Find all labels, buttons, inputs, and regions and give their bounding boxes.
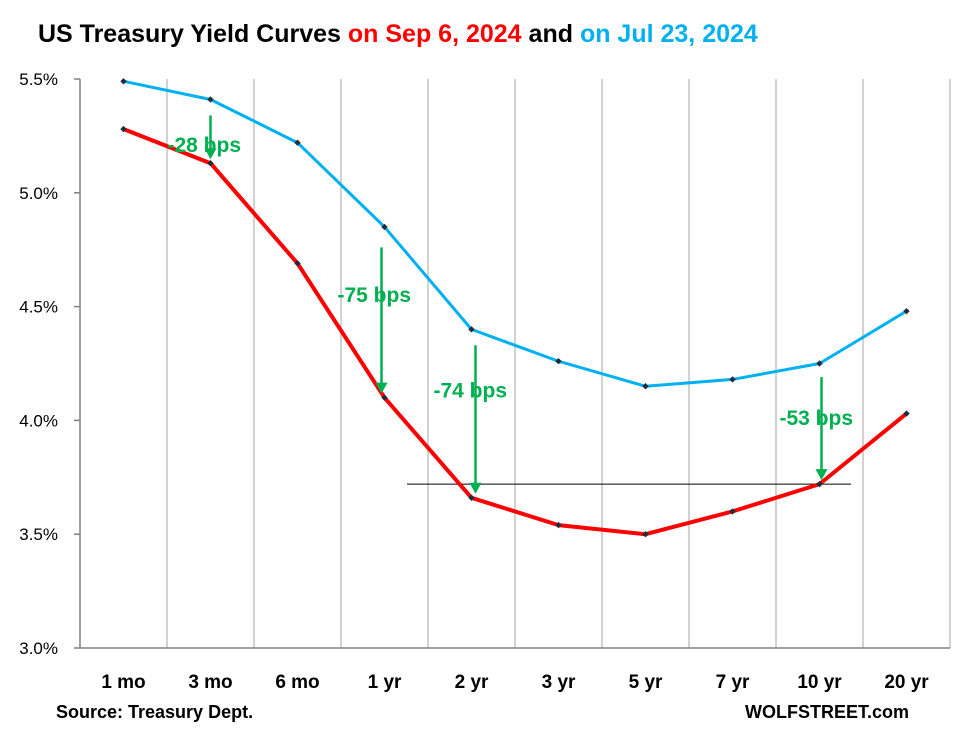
title-main: US Treasury Yield Curves <box>38 20 348 48</box>
annotation-label: -28 bps <box>168 134 242 157</box>
data-point-sep <box>294 260 301 267</box>
data-point-sep <box>555 521 562 529</box>
x-tick-label: 1 yr <box>368 672 402 693</box>
tick-labels: 3.0% 3.5% 4.0% 4.5% 5.0% 5.5% 1 mo 3 mo 6 mo 1 yr… <box>19 70 929 693</box>
y-tick-label: 4.5% <box>19 298 58 317</box>
annotation-arrows <box>204 115 828 494</box>
data-point-jul <box>816 360 823 367</box>
x-tick-label: 1 mo <box>101 672 145 693</box>
annotation-arrow-head <box>815 469 828 481</box>
x-tick-label: 10 yr <box>797 672 842 693</box>
data-point-sep <box>120 125 127 133</box>
data-point-jul <box>468 326 475 333</box>
series-line-sep <box>122 127 908 537</box>
y-tick-label: 3.5% <box>19 525 58 544</box>
title-jul-date: on Jul 23, 2024 <box>579 20 758 48</box>
x-tick-label: 6 mo <box>275 672 319 693</box>
data-point-sep <box>468 494 475 501</box>
annotation-arrow-head <box>469 482 482 494</box>
x-tick-label: 3 mo <box>188 672 232 693</box>
annotation-label: -53 bps <box>780 407 854 430</box>
credit-note: WOLFSTREET.com <box>745 702 910 722</box>
data-point-jul <box>120 78 127 85</box>
data-point-jul <box>381 223 388 231</box>
data-point-jul <box>642 383 649 390</box>
x-tick-label: 2 yr <box>455 672 489 693</box>
annotation-label: -75 bps <box>338 284 412 307</box>
y-tick-label: 5.5% <box>19 70 58 89</box>
grid-lines <box>166 79 951 648</box>
data-point-sep <box>729 508 736 515</box>
title-and: and <box>521 20 580 48</box>
series-group <box>120 78 910 538</box>
y-tick-label: 4.0% <box>19 411 58 430</box>
chart-title: US Treasury Yield Curves on Sep 6, 2024 … <box>38 20 758 49</box>
annotation-label: -74 bps <box>434 380 508 403</box>
x-tick-label: 5 yr <box>629 672 663 693</box>
data-point-jul <box>207 96 214 103</box>
data-point-jul <box>555 358 562 365</box>
x-tick-label: 7 yr <box>716 672 750 693</box>
data-point-sep <box>381 394 388 401</box>
series-line-jul <box>123 79 908 388</box>
data-point-jul <box>294 139 301 146</box>
data-point-sep <box>816 480 823 488</box>
data-point-sep <box>207 160 214 167</box>
data-point-jul <box>729 376 736 383</box>
x-tick-label: 20 yr <box>884 672 929 693</box>
data-point-sep <box>903 410 910 417</box>
title-sep-date: on Sep 6, 2024 <box>347 20 522 48</box>
y-tick-label: 5.0% <box>19 184 58 203</box>
axes <box>74 78 950 649</box>
x-tick-label: 3 yr <box>542 672 576 693</box>
annotation-arrow-head <box>375 382 388 394</box>
annotation-arrow-head <box>204 148 217 160</box>
y-tick-label: 3.0% <box>19 639 58 658</box>
data-point-jul <box>903 307 910 315</box>
source-note: Source: Treasury Dept. <box>56 702 254 722</box>
data-point-sep <box>642 531 649 538</box>
